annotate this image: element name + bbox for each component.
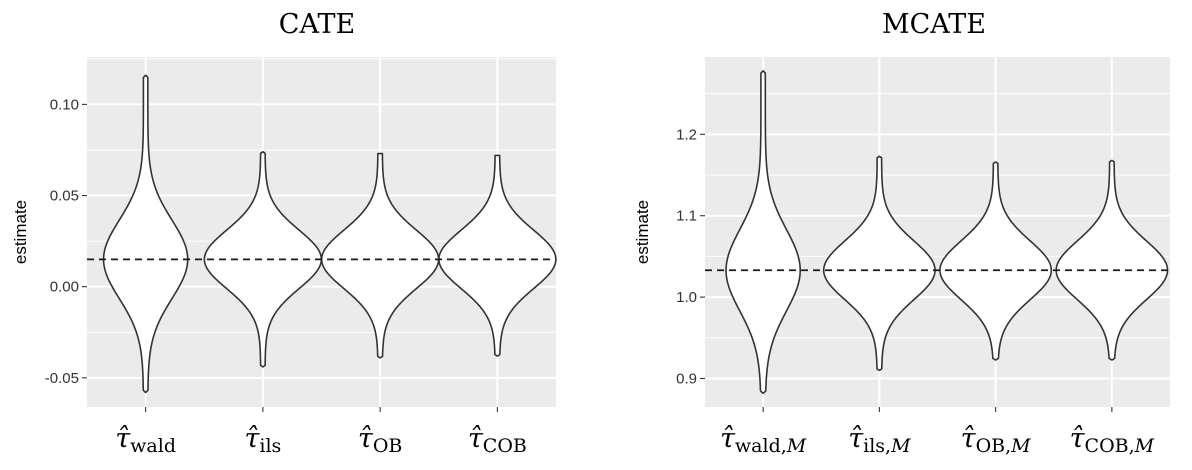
mcate-y-tick-label: 1.1 [676, 208, 697, 225]
mcate-panel: MCATE 0.9 1.0 1.1 1.2 τ̂wald,M τ̂ils,M τ̂OB,M… [633, 9, 1170, 457]
cate-y-tick-label: 0.05 [50, 188, 79, 205]
mcate-x-tick-label: τ̂wald,M [720, 423, 807, 457]
cate-x-tick-label: τ̂wald [115, 423, 176, 457]
mcate-violin-ils-m [822, 155, 936, 372]
mcate-y-ticks: 0.9 1.0 1.1 1.2 [676, 126, 705, 388]
cate-x-ticks: τ̂wald τ̂ils τ̂OB τ̂COB [115, 407, 527, 457]
mcate-y-tick-label: 1.2 [676, 126, 697, 143]
cate-y-axis-label: estimate [11, 200, 30, 264]
cate-y-tick-label: -0.05 [45, 370, 79, 387]
mcate-title: MCATE [882, 9, 986, 40]
mcate-y-axis-label: estimate [633, 200, 652, 264]
cate-violin-ils [203, 150, 323, 368]
mcate-y-tick-label: 0.9 [676, 371, 697, 388]
cate-y-ticks: -0.05 0.00 0.05 0.10 [45, 96, 87, 387]
mcate-violin-ob-m [939, 161, 1053, 361]
cate-y-tick-label: 0.00 [50, 279, 79, 296]
cate-panel: CATE -0.050.000.050.10 τ̂wald τ̂ils τ̂OB τ̂… [11, 9, 557, 457]
cate-violin-cob [438, 154, 557, 357]
cate-x-tick-label: τ̂ils [244, 423, 281, 457]
cate-x-tick-label: τ̂OB [358, 423, 402, 457]
cate-title: CATE [279, 9, 355, 40]
mcate-x-tick-label: τ̂ils,M [848, 423, 911, 457]
mcate-y-tick-label: 1.0 [676, 289, 697, 306]
mcate-violin-wald-m [725, 70, 801, 394]
mcate-violin-cob-m [1055, 159, 1169, 361]
mcate-violins [725, 70, 1169, 394]
mcate-x-tick-label: τ̂COB,M [1070, 423, 1155, 457]
cate-violin-ob [320, 152, 440, 359]
cate-violins [102, 74, 557, 394]
mcate-x-tick-label: τ̂OB,M [961, 423, 1032, 457]
cate-x-tick-label: τ̂COB [468, 423, 527, 457]
cate-y-tick-label: 0.10 [50, 96, 79, 113]
mcate-x-ticks: τ̂wald,M τ̂ils,M τ̂OB,M τ̂COB,M [720, 407, 1155, 457]
cate-violin-wald [102, 74, 189, 394]
